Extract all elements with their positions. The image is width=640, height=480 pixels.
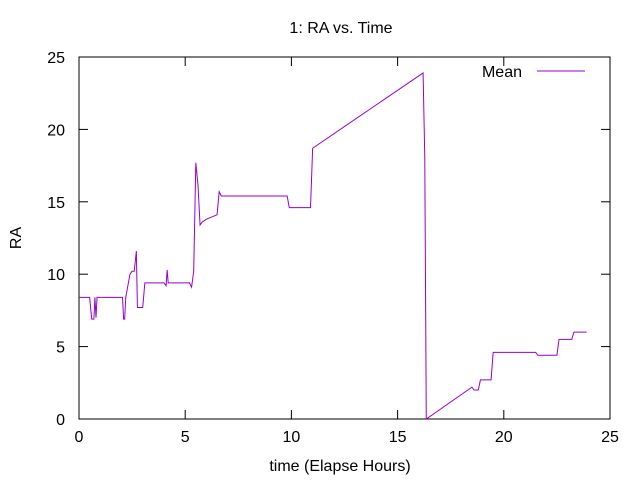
- axis-ticks: 0 5 10 15 20 25 0 5 10 15 20 25: [47, 50, 619, 446]
- legend: Mean: [482, 64, 585, 81]
- x-tick-label: 10: [283, 429, 301, 446]
- y-tick-label: 10: [47, 267, 65, 284]
- x-tick-label: 0: [75, 429, 84, 446]
- series-line-mean: [79, 71, 587, 420]
- x-axis-label: time (Elapse Hours): [269, 458, 410, 475]
- y-tick-label: 0: [56, 412, 65, 429]
- y-axis-label: RA: [8, 227, 25, 250]
- y-tick-label: 20: [47, 122, 65, 139]
- y-tick-label: 15: [47, 195, 65, 212]
- chart-title: 1: RA vs. Time: [289, 20, 392, 37]
- x-tick-label: 5: [181, 429, 190, 446]
- y-tick-label: 25: [47, 50, 65, 67]
- legend-label: Mean: [482, 64, 522, 81]
- plot-border: [78, 56, 611, 420]
- y-tick-label: 5: [56, 340, 65, 357]
- series-layer: [79, 71, 587, 420]
- x-tick-label: 15: [389, 429, 407, 446]
- x-tick-label: 25: [601, 429, 619, 446]
- x-tick-label: 20: [495, 429, 513, 446]
